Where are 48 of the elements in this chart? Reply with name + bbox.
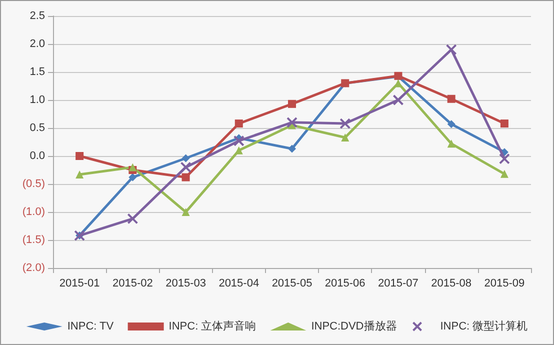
- x-tick-label: 2015-03: [166, 278, 206, 290]
- point: [286, 116, 298, 128]
- point: [234, 120, 243, 128]
- point: [288, 100, 296, 108]
- point: [182, 208, 190, 216]
- x-tick-label: 2015-01: [59, 278, 100, 290]
- point: [234, 146, 243, 154]
- point: [233, 135, 244, 146]
- point: [500, 120, 508, 128]
- point: [288, 144, 296, 153]
- x-tick-label: 2015-05: [272, 278, 312, 290]
- point: [341, 134, 350, 142]
- y-tick-label: 2.5: [30, 10, 45, 22]
- point: [500, 170, 508, 178]
- x-tick-label: 2015-06: [324, 278, 366, 290]
- point: [447, 140, 456, 148]
- y-tick-label: (0.5): [22, 178, 45, 190]
- point: [76, 152, 84, 160]
- legend-label: INPC: TV: [67, 320, 114, 332]
- y-tick-label: (1.0): [22, 206, 45, 218]
- y-tick-label: 1.5: [30, 66, 45, 78]
- point: [447, 120, 456, 128]
- point: [128, 163, 137, 172]
- y-tick-label: 1.0: [30, 94, 45, 106]
- y-tick-label: (1.5): [22, 234, 45, 246]
- x-tick-label: 2015-04: [218, 278, 260, 290]
- point: [180, 162, 192, 173]
- y-tick-label: (2.0): [22, 262, 45, 274]
- legend-label: INPC: 立体声音响: [168, 320, 256, 332]
- point: [76, 170, 84, 178]
- point: [447, 94, 456, 103]
- point: [498, 153, 510, 164]
- legend-label: INPC: 微型计算机: [440, 320, 528, 332]
- point: [392, 94, 404, 106]
- point: [128, 173, 137, 182]
- x-tick-label: 2015-09: [484, 278, 525, 290]
- point: [182, 154, 190, 162]
- y-tick-label: 0.0: [30, 150, 45, 162]
- y-tick-label: 2.0: [30, 38, 45, 50]
- x-tick-label: 2015-07: [378, 278, 418, 290]
- point: [182, 173, 190, 182]
- y-tick-label: 0.5: [30, 122, 45, 134]
- point: [340, 118, 351, 130]
- point: [127, 213, 138, 224]
- point: [446, 44, 457, 56]
- legend-label: INPC:DVD播放器: [311, 320, 397, 332]
- x-tick-label: 2015-08: [431, 278, 472, 290]
- x-tick-label: 2015-02: [112, 278, 153, 290]
